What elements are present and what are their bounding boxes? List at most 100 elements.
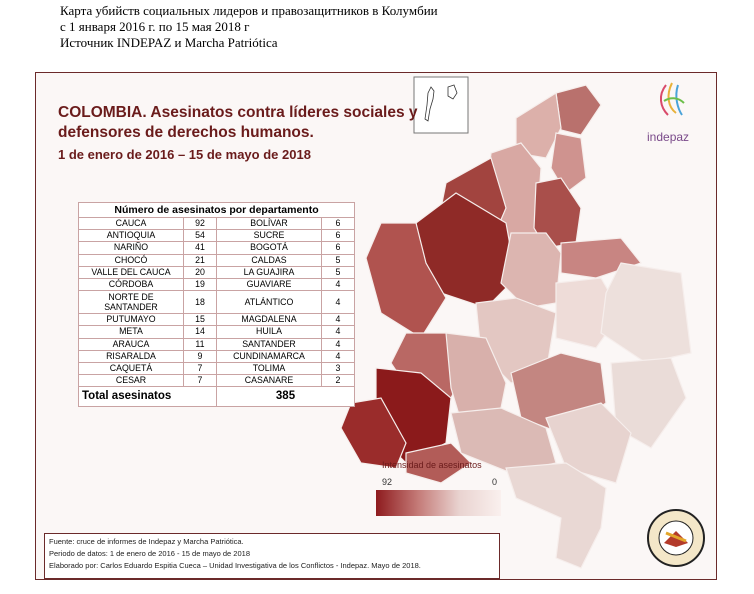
murder-count: 5 — [321, 265, 355, 279]
murder-count: 7 — [183, 374, 217, 388]
murder-count: 11 — [183, 337, 217, 351]
map-title-line-1: COLOMBIA. Asesinatos contra líderes soci… — [58, 104, 418, 121]
map-frame: COLOMBIA. Asesinatos contra líderes soci… — [35, 72, 717, 580]
footer-line-2: Periodo de datos: 1 de enero de 2016 - 1… — [49, 549, 250, 558]
murder-count: 3 — [321, 361, 355, 376]
department-name: ATLÁNTICO — [216, 290, 322, 315]
department-choco — [365, 222, 447, 339]
table-header: Número de asesinatos por departamento — [78, 202, 355, 218]
department-vichada — [600, 262, 692, 364]
marcha-patriotica-seal — [647, 509, 705, 567]
department-name-line-2: SANTANDER — [104, 302, 158, 313]
department-la-guajira — [555, 84, 602, 136]
murder-count: 15 — [183, 313, 217, 327]
murder-count: 21 — [183, 253, 217, 267]
legend-title: Intensidad de asesinatos — [382, 460, 482, 470]
total-label: Total asesinatos — [78, 386, 217, 408]
table-row: PUTUMAYO 15 MAGDALENA 4 — [78, 313, 355, 327]
department-putumayo — [405, 442, 472, 484]
table-row: CHOCÓ 21 CALDAS 5 — [78, 253, 355, 267]
department-guaviare — [545, 402, 632, 484]
department-name: HUILA — [216, 325, 322, 339]
murder-count: 19 — [183, 277, 217, 292]
department-name: MAGDALENA — [216, 313, 322, 327]
map-subtitle: 1 de enero de 2016 – 15 de mayo de 2018 — [58, 147, 311, 162]
table-row: CAUCA 92 BOLÍVAR 6 — [78, 216, 355, 231]
indepaz-logo — [660, 82, 685, 116]
murder-count: 20 — [183, 265, 217, 279]
department-name: TOLIMA — [216, 361, 322, 376]
murder-count: 2 — [321, 374, 355, 388]
table-row: META 14 HUILA 4 — [78, 325, 355, 339]
murder-count: 18 — [183, 290, 217, 315]
murder-count: 4 — [321, 349, 355, 363]
indepaz-logo-text: indepaz — [647, 130, 690, 144]
legend-min: 0 — [492, 477, 498, 487]
murder-count: 14 — [183, 325, 217, 339]
department-name: CAQUETÁ — [78, 361, 184, 376]
department-name: CUNDINAMARCA — [216, 349, 322, 363]
legend-max: 92 — [382, 477, 393, 487]
department-name-line-1: NORTE DE — [108, 292, 154, 303]
footer-line-1: Fuente: cruce de informes de Indepaz y M… — [49, 537, 244, 546]
department-name: SUCRE — [216, 229, 322, 243]
murder-count: 9 — [183, 349, 217, 363]
colombia-map — [340, 76, 705, 569]
department-name: CASANARE — [216, 374, 322, 388]
legend-gradient-bar — [376, 490, 501, 516]
caption-line-1: Карта убийств социальных лидеров и право… — [60, 3, 438, 18]
department-name: CALDAS — [216, 253, 322, 267]
department-name: CÓRDOBA — [78, 277, 184, 292]
table-total-row: Total asesinatos 385 — [78, 386, 355, 408]
department-name: CHOCÓ — [78, 253, 184, 267]
department-name: NARIÑO — [78, 241, 184, 255]
department-santander — [500, 232, 562, 309]
table-row: CESAR 7 CASANARE 2 — [78, 374, 355, 388]
department-name: VALLE DEL CAUCA — [78, 265, 184, 279]
department-name: CAUCA — [78, 216, 184, 231]
department-name: PUTUMAYO — [78, 313, 184, 327]
murder-count: 6 — [321, 216, 355, 231]
department-amazonas — [505, 462, 607, 569]
map-title-line-2: defensores de derechos humanos. — [58, 124, 314, 141]
department-name: BOLÍVAR — [216, 216, 322, 231]
table-row: ANTIOQUIA 54 SUCRE 6 — [78, 229, 355, 243]
caption: Карта убийств социальных лидеров и право… — [60, 3, 438, 51]
murder-count: 4 — [321, 277, 355, 292]
murder-count: 5 — [321, 253, 355, 267]
table-row: ARAUCA 11 SANTANDER 4 — [78, 337, 355, 351]
department-name: CESAR — [78, 374, 184, 388]
murder-count: 4 — [321, 325, 355, 339]
footer-credits: Fuente: cruce de informes de Indepaz y M… — [44, 533, 500, 579]
murder-count: 4 — [321, 313, 355, 327]
department-name: NORTE DE SANTANDER — [78, 290, 184, 315]
caption-line-3: Источник INDEPAZ и Marcha Patriótica — [60, 35, 278, 50]
murders-table: Número de asesinatos por departamento CA… — [78, 202, 355, 408]
murder-count: 6 — [321, 229, 355, 243]
department-name: SANTANDER — [216, 337, 322, 351]
islands-inset — [413, 76, 469, 134]
department-name: META — [78, 325, 184, 339]
footer-line-3: Elaborado por: Carlos Eduardo Espitia Cu… — [49, 561, 421, 570]
island-shape — [424, 86, 435, 122]
department-caqueta — [450, 407, 557, 474]
murder-count: 6 — [321, 241, 355, 255]
table-row: VALLE DEL CAUCA 20 LA GUAJIRA 5 — [78, 265, 355, 279]
total-value: 385 — [216, 386, 355, 408]
murder-count: 7 — [183, 361, 217, 376]
department-name: LA GUAJIRA — [216, 265, 322, 279]
table-row: NARIÑO 41 BOGOTÁ 6 — [78, 241, 355, 255]
murder-count: 92 — [183, 216, 217, 231]
departments — [340, 84, 692, 569]
table-row: CAQUETÁ 7 TOLIMA 3 — [78, 361, 355, 376]
table-row: NORTE DE SANTANDER 18 ATLÁNTICO 4 — [78, 290, 355, 315]
department-name: ANTIOQUIA — [78, 229, 184, 243]
map-title: COLOMBIA. Asesinatos contra líderes soci… — [58, 103, 418, 143]
murder-count: 4 — [321, 290, 355, 315]
table-row: CÓRDOBA 19 GUAVIARE 4 — [78, 277, 355, 292]
caption-line-2: с 1 января 2016 г. по 15 мая 2018 г — [60, 19, 250, 34]
department-narino — [340, 397, 407, 469]
department-name: GUAVIARE — [216, 277, 322, 292]
murder-count: 41 — [183, 241, 217, 255]
table-row: RISARALDA 9 CUNDINAMARCA 4 — [78, 349, 355, 363]
